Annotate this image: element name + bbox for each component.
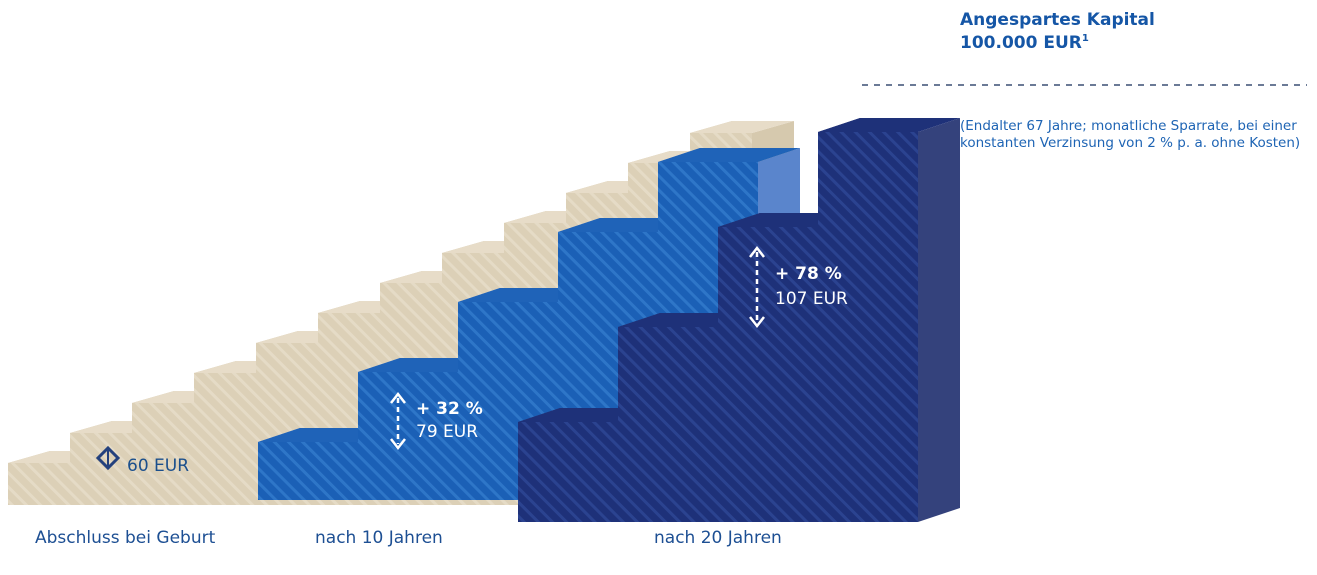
assumptions-note: (Endalter 67 Jahre; monatliche Sparrate,…: [960, 118, 1301, 151]
monthly-rate-20-years: 107 EUR: [775, 289, 848, 309]
increase-10-years: + 32 %: [416, 399, 483, 419]
increase-20-years: + 78 %: [775, 264, 842, 284]
monthly-rate-10-years: 79 EUR: [416, 422, 479, 442]
stair-front-face: [518, 132, 918, 522]
footnote-marker: 1: [1081, 33, 1089, 44]
double-arrow-icon: [95, 445, 121, 471]
target-capital: 100.000 EUR1: [960, 33, 1089, 53]
stair-top-face: [818, 118, 960, 132]
stairs-after-20-years: [518, 118, 960, 522]
monthly-rate-birth: 60 EUR: [127, 456, 190, 476]
increase-arrow-icon: [390, 391, 406, 451]
caption-20-years: nach 20 Jahren: [654, 528, 782, 548]
stair-top-face: [690, 121, 794, 133]
caption-10-years: nach 10 Jahren: [315, 528, 443, 548]
stair-side-face: [918, 118, 960, 522]
increase-arrow-icon: [749, 245, 765, 329]
caption-birth: Abschluss bei Geburt: [35, 528, 216, 548]
stair-top-face: [658, 148, 800, 162]
chart-title: Angespartes Kapital: [960, 10, 1155, 30]
